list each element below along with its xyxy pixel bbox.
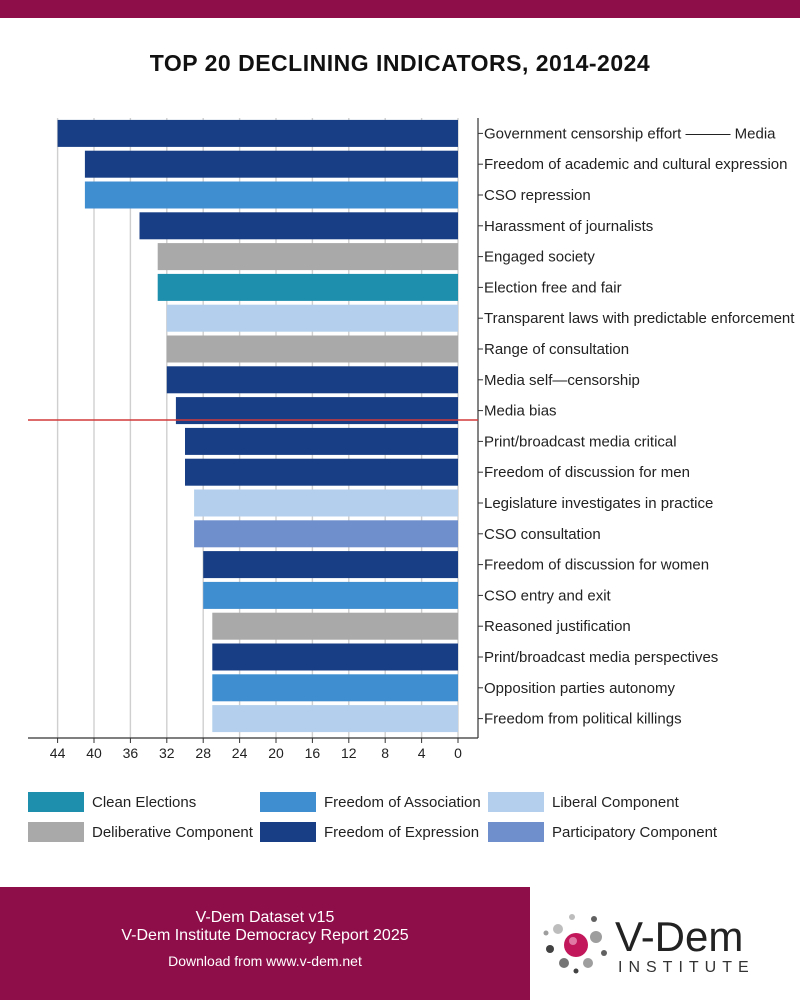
category-label: Reasoned justification xyxy=(484,618,631,635)
legend-swatch xyxy=(260,822,316,842)
bar-16 xyxy=(203,581,458,609)
legend-swatch xyxy=(260,792,316,812)
category-label: Opposition parties autonomy xyxy=(484,680,675,697)
x-tick-label: 32 xyxy=(159,745,175,761)
bar-6 xyxy=(157,273,458,301)
download-link[interactable]: Download from www.v-dem.net xyxy=(168,953,362,969)
category-label: CSO repression xyxy=(484,187,591,204)
x-tick-label: 24 xyxy=(232,745,248,761)
category-label: Election free and fair xyxy=(484,279,622,296)
category-label: Transparent laws with predictable enforc… xyxy=(484,310,795,327)
x-tick-label: 28 xyxy=(195,745,211,761)
category-label: Engaged society xyxy=(484,249,595,266)
bar-5 xyxy=(157,243,458,271)
x-tick-label: 20 xyxy=(268,745,284,761)
x-tick-label: 44 xyxy=(50,745,66,761)
category-label: Freedom from political killings xyxy=(484,711,682,728)
bar-4 xyxy=(139,212,458,240)
legend-swatch xyxy=(28,792,84,812)
category-label: Freedom of discussion for women xyxy=(484,557,709,574)
legend-swatch xyxy=(488,822,544,842)
legend-item-participatory-component: Participatory Component xyxy=(488,822,717,842)
footer: V-Dem Dataset v15 V-Dem Institute Democr… xyxy=(0,887,800,1000)
dataset-version: V-Dem Dataset v15 xyxy=(195,909,335,926)
category-label: Freedom of academic and cultural express… xyxy=(484,156,788,173)
bar-14 xyxy=(194,520,458,548)
category-label: CSO entry and exit xyxy=(484,587,612,604)
x-tick-label: 12 xyxy=(341,745,357,761)
bar-17 xyxy=(212,612,458,640)
legend-item-freedom-of-association: Freedom of Association xyxy=(260,792,481,812)
report-title: V-Dem Institute Democracy Report 2025 xyxy=(121,927,409,944)
x-tick-label: 4 xyxy=(418,745,426,761)
legend-item-liberal-component: Liberal Component xyxy=(488,792,679,812)
category-label: Legislature investigates in practice xyxy=(484,495,713,512)
bar-19 xyxy=(212,674,458,702)
bar-20 xyxy=(212,705,458,733)
molecule-icon xyxy=(543,914,607,974)
legend-item-deliberative-component: Deliberative Component xyxy=(28,822,253,842)
legend-item-clean-elections: Clean Elections xyxy=(28,792,196,812)
chart-title: TOP 20 DECLINING INDICATORS, 2014-2024 xyxy=(149,50,651,76)
bar-chart: Government censorship effort ——— Media Fr… xyxy=(28,118,795,761)
bar-11 xyxy=(185,427,458,455)
bar-2 xyxy=(84,150,459,178)
x-tick-label: 0 xyxy=(454,745,462,761)
category-label: Media self—censorship xyxy=(484,372,640,389)
category-label: Harassment of journalists xyxy=(484,218,653,235)
x-tick-label: 8 xyxy=(381,745,389,761)
x-tick-label: 16 xyxy=(305,745,321,761)
legend-label: Participatory Component xyxy=(552,823,718,841)
bar-3 xyxy=(84,181,459,209)
footer-panel: V-Dem Dataset v15 V-Dem Institute Democr… xyxy=(0,887,530,1000)
category-label: Range of consultation xyxy=(484,341,629,358)
category-label: Print/broadcast media perspectives xyxy=(484,649,718,666)
category-label: Print/broadcast media critical xyxy=(484,433,677,450)
legend-label: Freedom of Expression xyxy=(324,823,480,841)
category-label: CSO consultation xyxy=(484,526,601,543)
x-tick-label: 36 xyxy=(123,745,139,761)
legend-label: Freedom of Association xyxy=(324,793,481,811)
logo-wordmark: V-Dem xyxy=(615,913,744,960)
legend-swatch xyxy=(28,822,84,842)
category-label: Freedom of discussion for men xyxy=(484,464,690,481)
category-label: Government censorship effort ——— Media xyxy=(484,125,776,142)
legend-label: Deliberative Component xyxy=(92,823,253,841)
bar-18 xyxy=(212,643,458,671)
bar-13 xyxy=(194,489,458,517)
legend-item-freedom-of-expression: Freedom of Expression xyxy=(260,822,479,842)
category-label: Media bias xyxy=(484,403,557,420)
bar-8 xyxy=(166,335,459,363)
bar-7 xyxy=(166,304,459,332)
bar-15 xyxy=(203,551,458,579)
logo-subtitle: INSTITUTE xyxy=(618,959,755,976)
legend-label: Liberal Component xyxy=(552,793,679,811)
legend-label: Clean Elections xyxy=(92,793,197,811)
bar-1 xyxy=(57,119,458,147)
legend-swatch xyxy=(488,792,544,812)
bar-9 xyxy=(166,366,459,394)
bar-12 xyxy=(185,458,458,486)
vdem-logo: V-Dem INSTITUTE xyxy=(540,909,790,979)
x-tick-label: 40 xyxy=(86,745,102,761)
top-banner xyxy=(0,0,800,18)
